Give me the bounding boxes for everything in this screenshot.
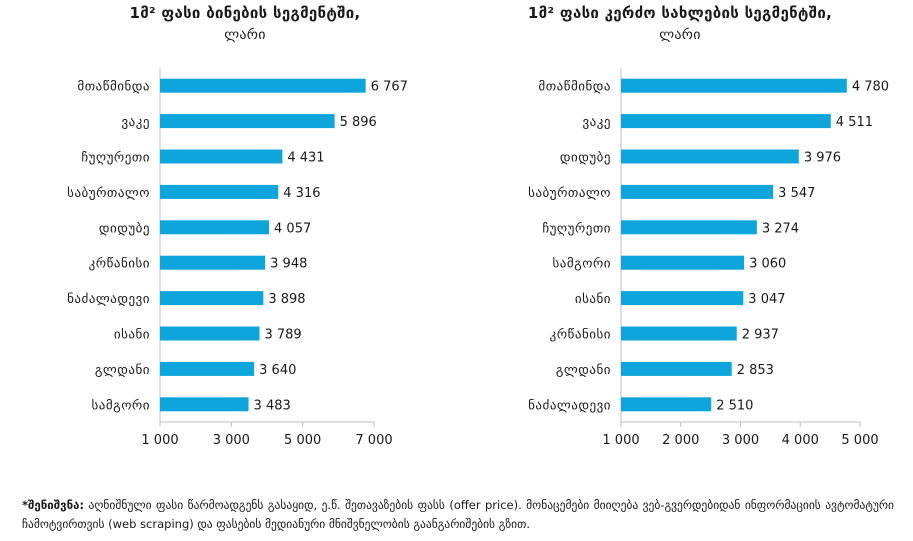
value-label: 3 976 (804, 151, 841, 166)
value-label: 3 047 (748, 292, 785, 307)
bar (621, 114, 831, 129)
value-label: 4 431 (287, 151, 324, 166)
value-label: 3 547 (778, 186, 815, 201)
category-label: სამგორი (91, 398, 150, 413)
category-label: საბურთალო (67, 186, 150, 201)
bar (160, 361, 255, 376)
value-label: 3 483 (254, 398, 291, 413)
value-label: 5 896 (340, 115, 377, 130)
chart-2: 1 000 2 000 3 000 4 000 5 000 მთაწმინდა 4 780 ვ… (528, 68, 889, 448)
category-label: სამგორი (552, 257, 611, 272)
category-label: ჩუღურეთი (542, 221, 611, 236)
chart-2-title: 1მ² ფასი კერძო სახლების სეგმენტში, (527, 4, 833, 22)
bar (621, 255, 745, 270)
footnote-label: *შენიშვნა: (22, 498, 85, 512)
bar (160, 291, 264, 306)
bar (160, 255, 266, 270)
value-label: 4 511 (836, 115, 873, 130)
x-tick-label: 1 000 (602, 433, 639, 448)
value-label: 3 274 (762, 221, 799, 236)
bar (621, 220, 757, 235)
value-label: 3 789 (264, 328, 301, 343)
category-label: ისანი (114, 328, 150, 343)
chart-1-title: 1მ² ფასი ბინების სეგმენტში, (129, 4, 361, 22)
category-label: მთაწმინდა (77, 80, 150, 95)
x-tick-label: 5 000 (284, 433, 321, 448)
bar (621, 397, 712, 412)
x-tick-label: 4 000 (782, 433, 819, 448)
category-label: დიდუბე (560, 151, 611, 166)
bar (621, 184, 774, 199)
value-label: 6 767 (371, 80, 408, 95)
x-tick-label: 1 000 (141, 433, 178, 448)
bar (160, 114, 335, 129)
bar (621, 78, 847, 93)
bar (621, 291, 744, 306)
bar (621, 149, 799, 164)
bar (160, 326, 260, 341)
bar (160, 149, 283, 164)
x-tick-label: 3 000 (213, 433, 250, 448)
value-label: 4 316 (283, 186, 320, 201)
chart-2-unit: ლარი (659, 27, 701, 43)
category-label: ისანი (575, 292, 611, 307)
bar (160, 220, 270, 235)
category-label: კრწანისი (89, 257, 150, 272)
value-label: 3 948 (270, 257, 307, 272)
bar (621, 361, 732, 376)
category-label: გლდანი (556, 363, 611, 378)
category-label: ჩუღურეთი (81, 151, 150, 166)
value-label: 3 898 (268, 292, 305, 307)
chart-1: 1 000 3 000 5 000 7 000 მთაწმინდა 6 767 ვაკე 5 … (67, 68, 408, 448)
category-label: ვაკე (121, 115, 150, 130)
chart-1-unit: ლარი (224, 27, 266, 43)
value-label: 2 510 (716, 398, 753, 413)
value-label: 3 640 (259, 363, 296, 378)
category-label: დიდუბე (99, 221, 150, 236)
x-tick-label: 7 000 (355, 433, 392, 448)
bar (160, 397, 249, 412)
category-label: გლდანი (95, 363, 150, 378)
value-label: 4 057 (274, 221, 311, 236)
value-label: 3 060 (749, 257, 786, 272)
bar (621, 326, 737, 341)
footnote: *შენიშვნა: აღნიშნული ფასი წარმოადგენს გა… (22, 496, 894, 534)
x-tick-label: 3 000 (722, 433, 759, 448)
value-label: 4 780 (852, 80, 889, 95)
x-tick-label: 2 000 (662, 433, 699, 448)
bar (160, 184, 279, 199)
bar (160, 78, 366, 93)
category-label: ნაძალადევი (67, 292, 150, 307)
footnote-text: აღნიშნული ფასი წარმოადგენს გასაყიდ, ე.წ.… (22, 498, 895, 531)
category-label: მთაწმინდა (538, 80, 611, 95)
category-label: საბურთალო (528, 186, 611, 201)
category-label: კრწანისი (550, 328, 611, 343)
value-label: 2 853 (737, 363, 774, 378)
value-label: 2 937 (742, 328, 779, 343)
x-tick-label: 5 000 (841, 433, 878, 448)
category-label: ვაკე (582, 115, 611, 130)
category-label: ნაძალადევი (528, 398, 611, 413)
